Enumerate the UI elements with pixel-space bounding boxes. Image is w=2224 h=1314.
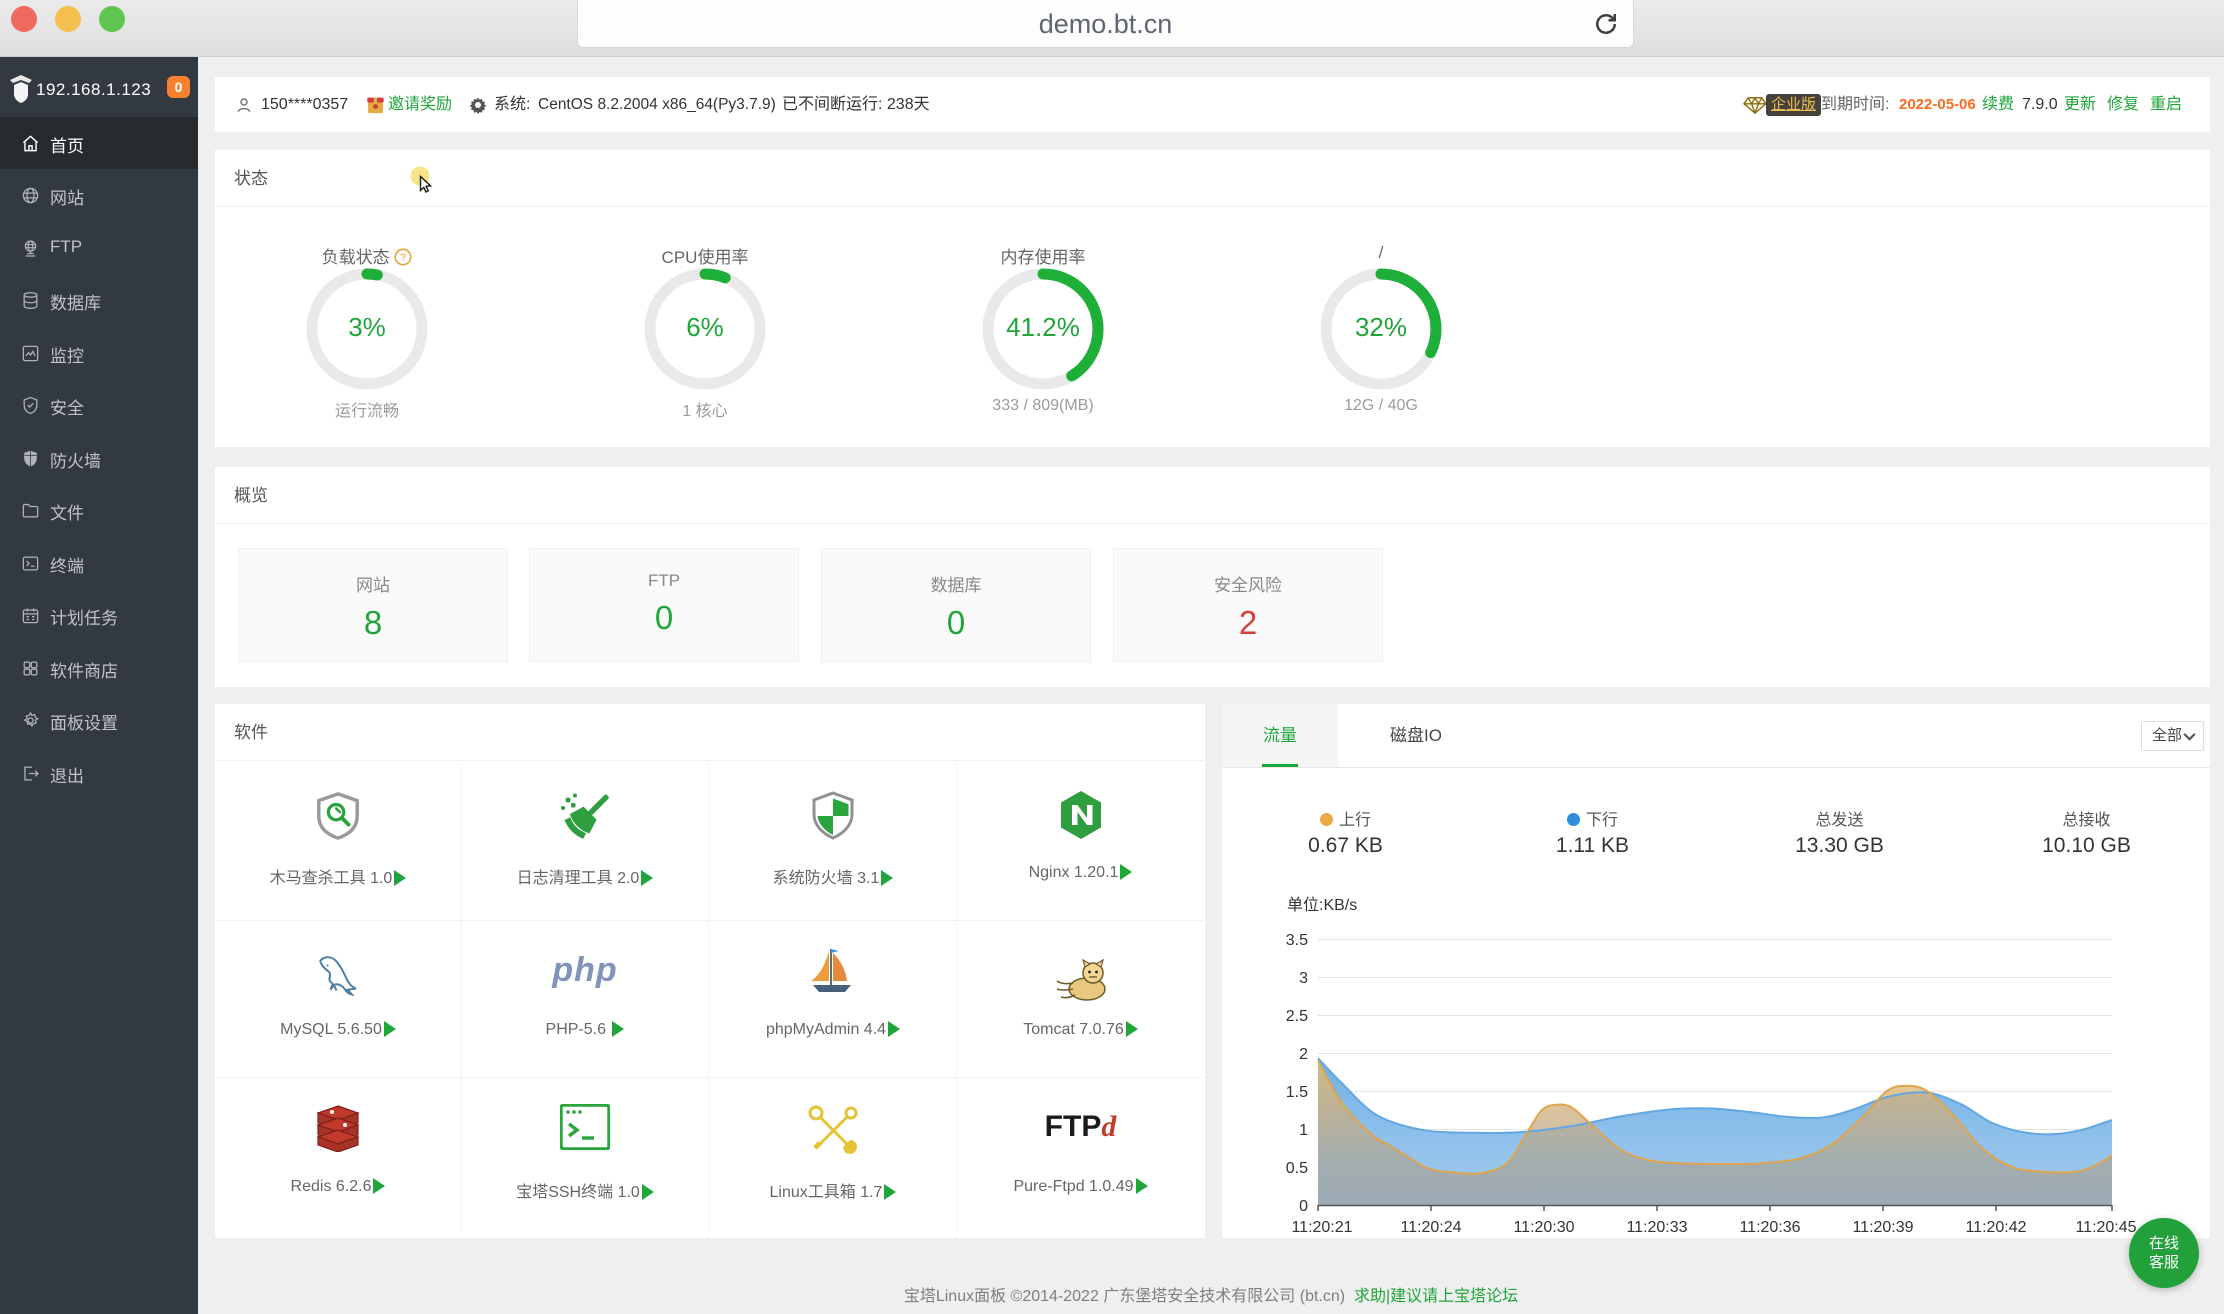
svg-text:11:20:21: 11:20:21 xyxy=(1291,1219,1352,1236)
svg-text:?: ? xyxy=(400,252,406,264)
svg-text:1: 1 xyxy=(1299,1122,1308,1139)
svg-text:11:20:24: 11:20:24 xyxy=(1400,1219,1461,1236)
svg-text:1.5: 1.5 xyxy=(1286,1084,1308,1101)
svg-text:2: 2 xyxy=(1299,1046,1308,1063)
svg-text:3: 3 xyxy=(1299,970,1308,987)
svg-text:11:20:30: 11:20:30 xyxy=(1513,1219,1574,1236)
svg-text:2.5: 2.5 xyxy=(1286,1008,1308,1025)
svg-text:3.5: 3.5 xyxy=(1286,932,1308,949)
svg-text:0.5: 0.5 xyxy=(1286,1160,1308,1177)
svg-text:0: 0 xyxy=(1299,1198,1308,1215)
svg-text:11:20:45: 11:20:45 xyxy=(2075,1219,2136,1236)
svg-text:11:20:42: 11:20:42 xyxy=(1965,1219,2026,1236)
svg-text:11:20:33: 11:20:33 xyxy=(1626,1219,1687,1236)
svg-text:11:20:39: 11:20:39 xyxy=(1852,1219,1913,1236)
svg-text:11:20:36: 11:20:36 xyxy=(1739,1219,1800,1236)
